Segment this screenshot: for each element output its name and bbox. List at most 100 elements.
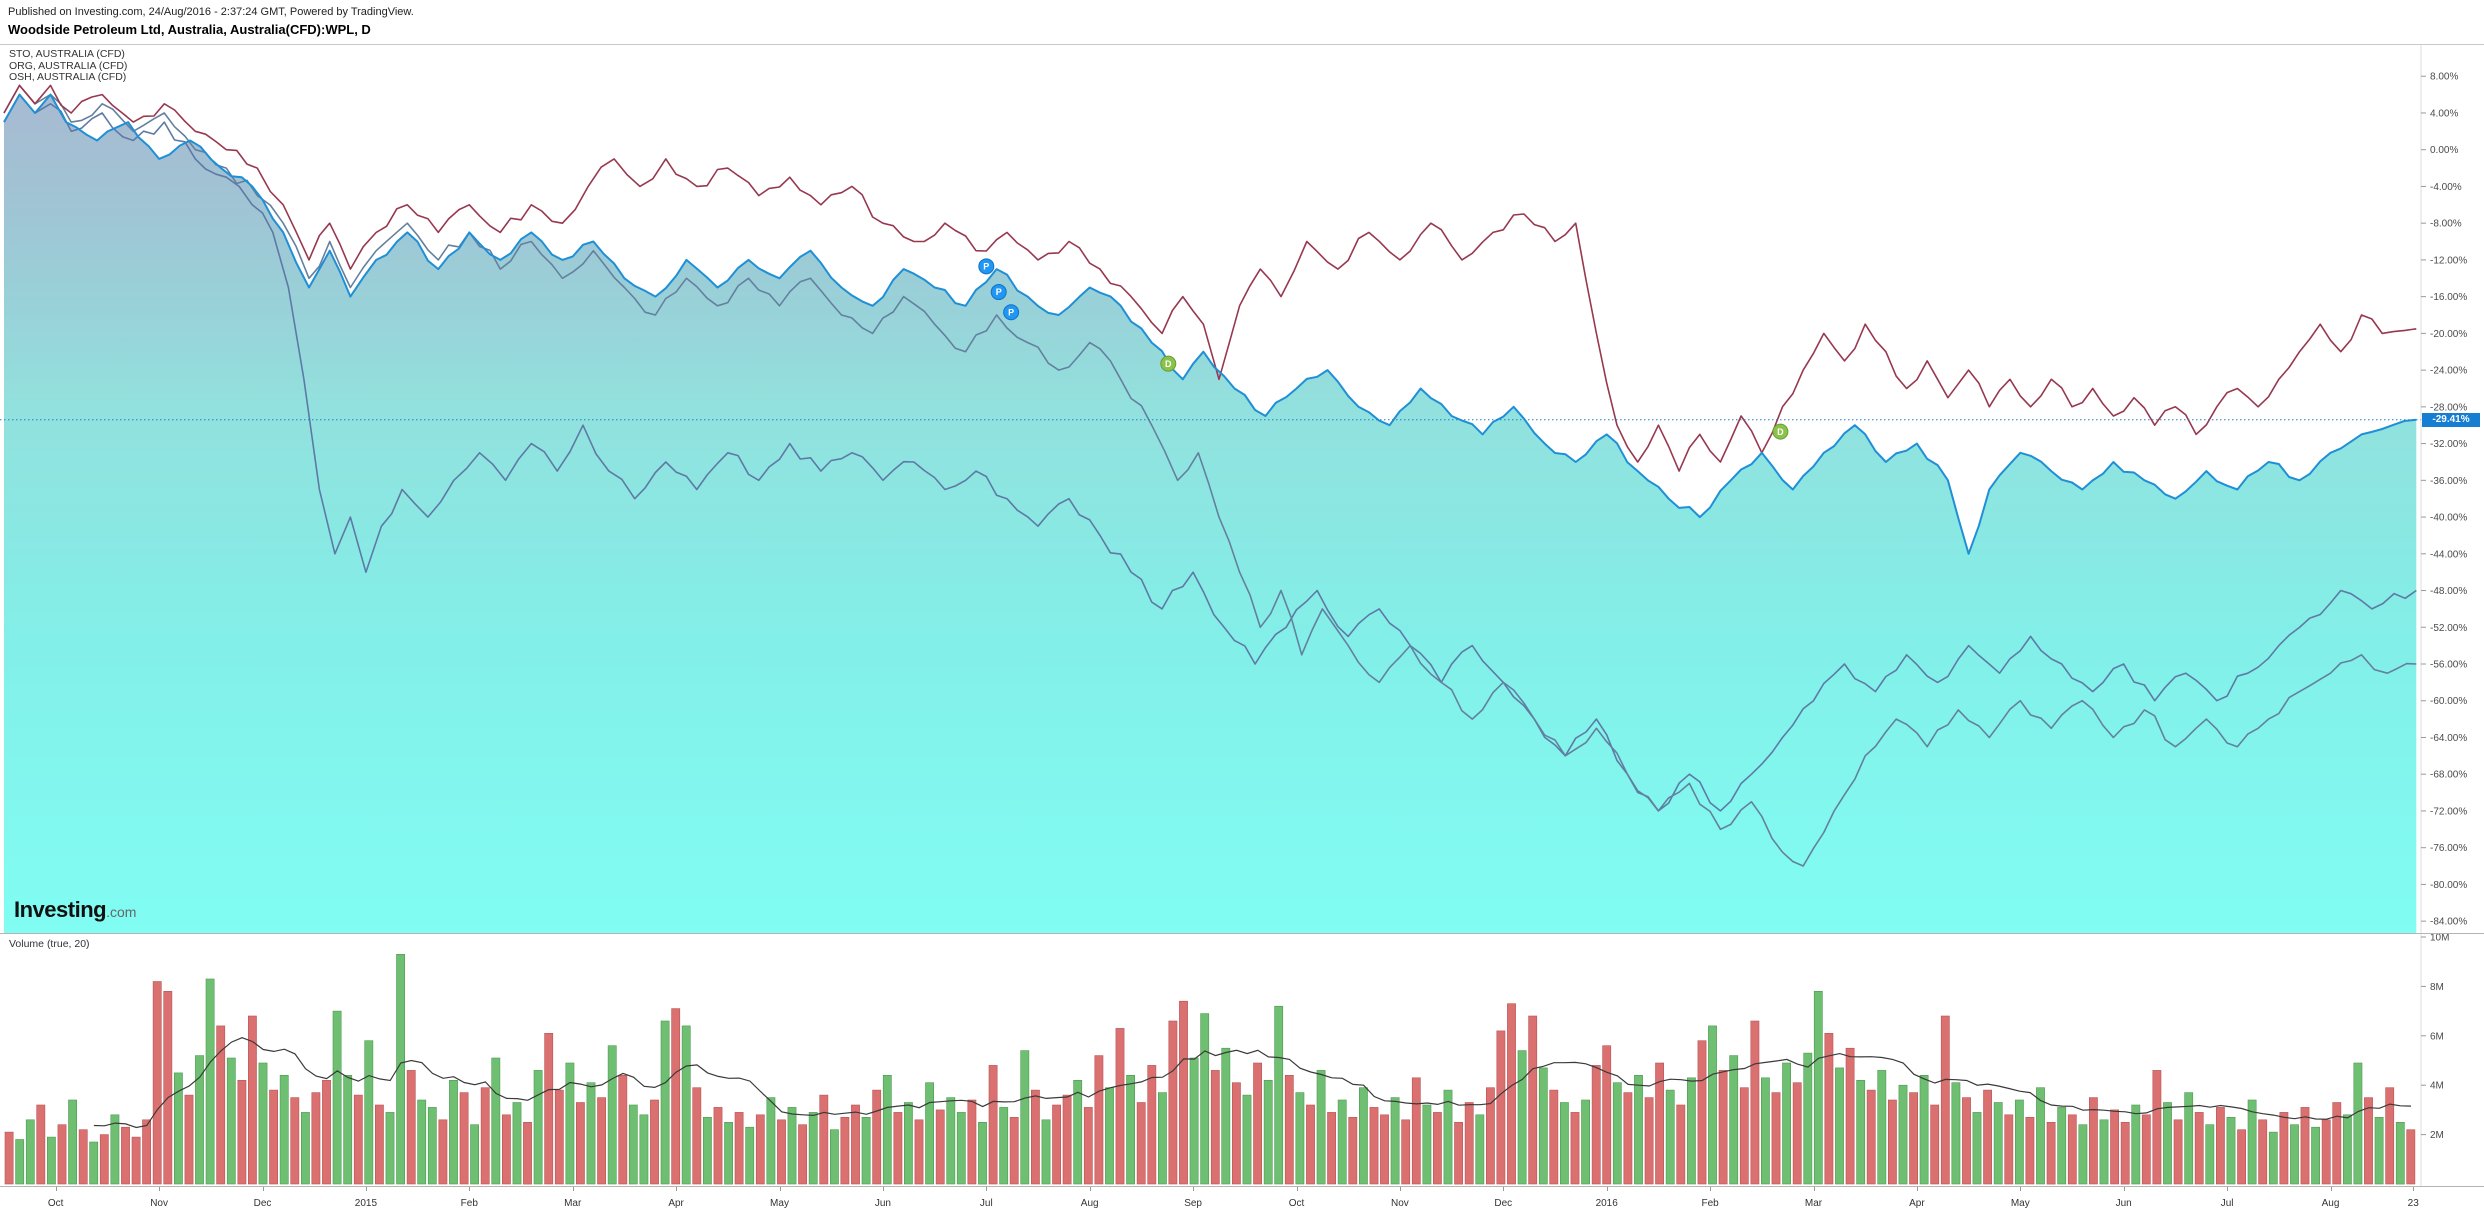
current-value-label: -29.41% bbox=[2422, 412, 2480, 427]
price-axis-label[interactable]: -72.00% bbox=[2430, 806, 2467, 817]
time-axis-label[interactable]: Jul bbox=[2220, 1198, 2234, 1209]
volume-bar bbox=[2152, 1070, 2162, 1185]
volume-bar bbox=[1898, 1084, 1908, 1185]
volume-bar bbox=[1877, 1070, 1887, 1185]
volume-bar bbox=[1602, 1045, 1612, 1185]
volume-axis-label[interactable]: 2M bbox=[2430, 1130, 2444, 1141]
volume-bar bbox=[1983, 1089, 1992, 1185]
time-axis-label[interactable]: Nov bbox=[150, 1198, 168, 1209]
legend-item-sto[interactable]: STO, AUSTRALIA (CFD) bbox=[9, 48, 125, 60]
price-pane[interactable]: 8.00% 4.00% 0.00% -4.00% -8.00% -12.00% -16.00… bbox=[0, 45, 2484, 933]
time-axis-tick bbox=[1503, 1187, 1505, 1191]
volume-bar bbox=[1073, 1080, 1083, 1185]
time-axis-label[interactable]: Jun bbox=[874, 1198, 891, 1209]
price-axis-label[interactable]: -52.00% bbox=[2430, 623, 2467, 634]
price-axis-label[interactable]: -56.00% bbox=[2430, 660, 2467, 671]
price-axis-label[interactable]: -36.00% bbox=[2430, 476, 2467, 487]
time-axis-label[interactable]: Apr bbox=[1909, 1198, 1925, 1209]
legend-item-org[interactable]: ORG, AUSTRALIA (CFD) bbox=[9, 59, 128, 72]
time-axis-label[interactable]: Oct bbox=[1288, 1198, 1305, 1209]
volume-bar bbox=[1940, 1015, 1950, 1185]
time-axis-label[interactable]: Feb bbox=[1701, 1198, 1719, 1209]
volume-bar bbox=[755, 1114, 765, 1185]
time-axis-label[interactable]: 23 bbox=[2407, 1198, 2419, 1209]
price-axis-label[interactable]: -24.00% bbox=[2430, 366, 2467, 377]
volume-bar bbox=[2321, 1119, 2331, 1185]
time-axis-label[interactable]: Jul bbox=[979, 1198, 993, 1209]
volume-bar bbox=[1337, 1099, 1347, 1185]
time-axis-tick bbox=[2227, 1187, 2229, 1191]
price-axis-label[interactable]: -48.00% bbox=[2430, 586, 2467, 597]
volume-bar bbox=[1856, 1080, 1866, 1185]
price-axis-label[interactable]: -60.00% bbox=[2430, 696, 2467, 707]
price-axis-label[interactable]: -20.00% bbox=[2430, 329, 2467, 340]
time-axis-label[interactable]: Oct bbox=[47, 1198, 64, 1209]
price-axis-label[interactable]: -16.00% bbox=[2430, 292, 2467, 303]
volume-bar bbox=[2099, 1119, 2109, 1185]
price-axis-label[interactable]: -40.00% bbox=[2430, 513, 2467, 524]
volume-bar bbox=[1189, 1057, 1199, 1185]
volume-bar bbox=[385, 1112, 395, 1185]
price-axis-label[interactable]: -12.00% bbox=[2430, 255, 2467, 266]
dividend-marker[interactable] bbox=[1160, 355, 1177, 372]
time-axis-label[interactable]: Dec bbox=[253, 1198, 272, 1209]
price-axis-label[interactable]: -32.00% bbox=[2430, 439, 2467, 450]
time-axis-label[interactable]: Apr bbox=[668, 1198, 684, 1209]
time-axis-label[interactable]: Nov bbox=[1390, 1198, 1409, 1209]
volume-bar bbox=[745, 1126, 755, 1185]
price-chart-svg[interactable]: 8.00% 4.00% 0.00% -4.00% -8.00% -12.00% -16.00… bbox=[0, 45, 2484, 933]
time-axis[interactable]: Oct Nov Dec 2015 Feb Mar Apr May Jun Jul Aug Sep Oct… bbox=[0, 1186, 2484, 1222]
time-axis-label[interactable]: Mar bbox=[564, 1198, 582, 1209]
time-axis-label[interactable]: Dec bbox=[1494, 1198, 1513, 1209]
time-axis-label[interactable]: Feb bbox=[460, 1198, 478, 1209]
volume-bar bbox=[110, 1114, 120, 1185]
volume-bar bbox=[882, 1075, 892, 1185]
volume-bar bbox=[2353, 1062, 2363, 1185]
volume-bar bbox=[2194, 1112, 2204, 1185]
price-axis-label[interactable]: -76.00% bbox=[2430, 843, 2467, 854]
time-axis-label[interactable]: 2015 bbox=[354, 1198, 378, 1209]
time-axis-tick bbox=[1399, 1187, 1401, 1191]
price-axis-label[interactable]: 8.00% bbox=[2430, 72, 2458, 83]
volume-pane[interactable]: 10M 8M 6M 4M 2M Volume (true, 20) bbox=[0, 933, 2484, 1186]
time-axis-label[interactable]: Aug bbox=[1080, 1198, 1099, 1209]
legend-item-osh[interactable]: OSH, AUSTRALIA (CFD) bbox=[9, 71, 127, 83]
time-axis-label[interactable]: May bbox=[770, 1198, 789, 1209]
volume-axis-label[interactable]: 4M bbox=[2430, 1081, 2444, 1092]
price-axis-label[interactable]: -68.00% bbox=[2430, 770, 2467, 781]
p-event-marker[interactable] bbox=[978, 258, 995, 275]
dividend-marker[interactable] bbox=[1772, 423, 1789, 440]
volume-bar bbox=[523, 1122, 532, 1185]
price-axis-label[interactable]: -8.00% bbox=[2430, 219, 2462, 230]
volume-bar bbox=[2279, 1112, 2289, 1185]
volume-indicator-label[interactable]: Volume (true, 20) bbox=[9, 938, 90, 950]
volume-bar bbox=[311, 1092, 321, 1185]
time-axis-label[interactable]: May bbox=[2010, 1198, 2030, 1209]
volume-axis-label[interactable]: 8M bbox=[2430, 982, 2444, 993]
price-axis-label[interactable]: -44.00% bbox=[2430, 549, 2467, 560]
time-axis-label[interactable]: Mar bbox=[1804, 1198, 1823, 1209]
price-axis-label[interactable]: -28.00% bbox=[2430, 402, 2467, 413]
price-axis-label[interactable]: -4.00% bbox=[2430, 182, 2462, 193]
time-axis-label[interactable]: 2016 bbox=[1595, 1198, 1618, 1209]
p-event-marker[interactable] bbox=[990, 284, 1007, 301]
price-axis-label[interactable]: -64.00% bbox=[2430, 733, 2467, 744]
price-axis-label[interactable]: -84.00% bbox=[2430, 917, 2467, 928]
price-axis-label[interactable]: 4.00% bbox=[2430, 108, 2458, 119]
price-axis-label[interactable]: -80.00% bbox=[2430, 880, 2467, 891]
volume-axis-label[interactable]: 10M bbox=[2430, 934, 2449, 944]
price-axis-label[interactable]: 0.00% bbox=[2430, 145, 2458, 156]
volume-bar bbox=[999, 1107, 1009, 1185]
volume-bar bbox=[57, 1124, 67, 1185]
time-axis-tick bbox=[572, 1187, 574, 1191]
volume-chart-svg[interactable]: 10M 8M 6M 4M 2M bbox=[0, 934, 2484, 1186]
time-axis-label[interactable]: Aug bbox=[2321, 1198, 2340, 1209]
volume-bar bbox=[2141, 1114, 2151, 1185]
volume-bar bbox=[1136, 1102, 1146, 1185]
p-event-marker[interactable] bbox=[1003, 304, 1020, 321]
volume-bar bbox=[364, 1040, 374, 1185]
time-axis-label[interactable]: Sep bbox=[1184, 1198, 1202, 1209]
volume-bar bbox=[25, 1119, 35, 1185]
volume-axis-label[interactable]: 6M bbox=[2430, 1031, 2444, 1042]
time-axis-label[interactable]: Jun bbox=[2115, 1198, 2132, 1209]
